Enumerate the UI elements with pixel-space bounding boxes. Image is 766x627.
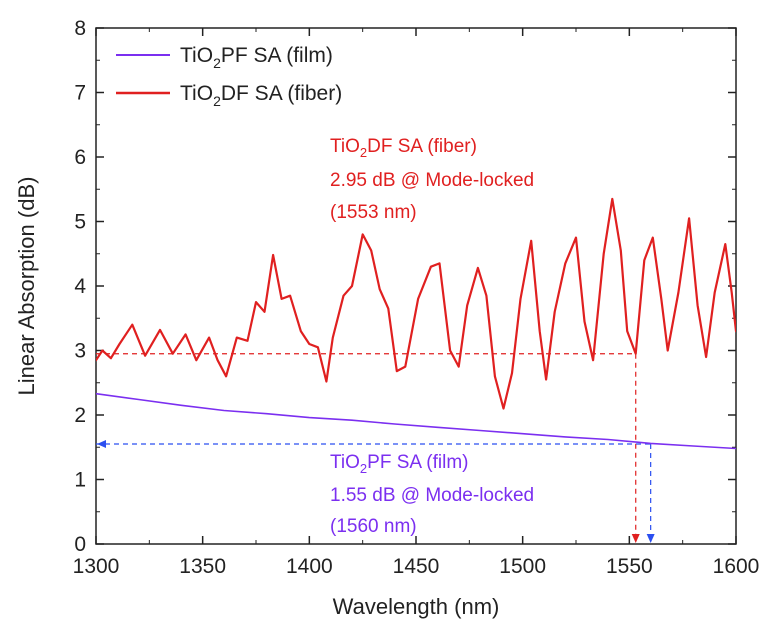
- annotation-film-line3: (1560 nm): [330, 516, 417, 537]
- annotation-film-line1-rest: PF SA (film): [367, 452, 468, 473]
- reference-arrow-left-film-ref: [97, 440, 106, 449]
- legend-label-film-rest: PF SA (film): [221, 44, 333, 67]
- annotation-fiber-line1-sub: 2: [360, 145, 367, 160]
- series-line-fiber: [96, 197, 736, 410]
- y-tick-label: 7: [74, 82, 86, 105]
- x-tick-label: 1400: [286, 555, 333, 578]
- x-tick-label: 1350: [179, 555, 226, 578]
- annotation-film-line1-main: TiO: [330, 452, 360, 473]
- y-tick-label: 0: [74, 533, 86, 556]
- series-layer: [96, 197, 736, 450]
- y-tick-label: 6: [74, 146, 86, 169]
- x-tick-label: 1300: [73, 555, 120, 578]
- annotation-film-line1-sub: 2: [360, 461, 367, 476]
- legend-label-fiber-rest: DF SA (fiber): [221, 82, 342, 105]
- x-tick-label: 1450: [393, 555, 440, 578]
- x-tick-label: 1550: [606, 555, 653, 578]
- y-axis-title: Linear Absorption (dB): [14, 177, 39, 396]
- x-tick-label: 1500: [499, 555, 546, 578]
- x-axis-title: Wavelength (nm): [333, 594, 500, 619]
- annotation-fiber-line3: (1553 nm): [330, 202, 417, 223]
- legend-label-film-main: TiO: [180, 44, 213, 67]
- annotation-film-line1: TiO2PF SA (film): [330, 452, 468, 476]
- annotation-fiber-line1-main: TiO: [330, 136, 360, 157]
- annotation-fiber-line1: TiO2DF SA (fiber): [330, 136, 477, 160]
- reference-arrow-film-ref: [646, 534, 655, 543]
- legend-label-fiber-sub: 2: [213, 93, 221, 109]
- reference-lines: [96, 353, 655, 543]
- x-axis-ticks: 1300 1350 1400 1450 1500 1550 1600: [73, 28, 760, 578]
- annotation-fiber-line1-rest: DF SA (fiber): [367, 136, 477, 157]
- y-tick-label: 3: [74, 340, 86, 363]
- annotation-film-line2: 1.55 dB @ Mode-locked: [330, 485, 534, 506]
- legend-label-film: TiO2PF SA (film): [180, 44, 333, 71]
- y-axis-ticks: 0 1 2 3 4 5 6 7 8: [74, 17, 736, 556]
- annotation-fiber-line2: 2.95 dB @ Mode-locked: [330, 170, 534, 191]
- annotation-fiber: TiO2DF SA (fiber) 2.95 dB @ Mode-locked …: [330, 136, 534, 223]
- y-tick-label: 8: [74, 17, 86, 40]
- series-line-film: [96, 392, 736, 450]
- y-tick-label: 1: [74, 469, 86, 492]
- legend-label-fiber-main: TiO: [180, 82, 213, 105]
- y-tick-label: 2: [74, 404, 86, 427]
- x-tick-label: 1600: [713, 555, 760, 578]
- y-tick-label: 5: [74, 211, 86, 234]
- y-tick-label: 4: [74, 275, 86, 298]
- reference-arrow-fiber-ref: [631, 534, 640, 543]
- annotation-film: TiO2PF SA (film) 1.55 dB @ Mode-locked (…: [330, 452, 534, 537]
- legend: TiO2PF SA (film) TiO2DF SA (fiber): [116, 44, 342, 109]
- legend-label-fiber: TiO2DF SA (fiber): [180, 82, 342, 109]
- legend-label-film-sub: 2: [213, 55, 221, 71]
